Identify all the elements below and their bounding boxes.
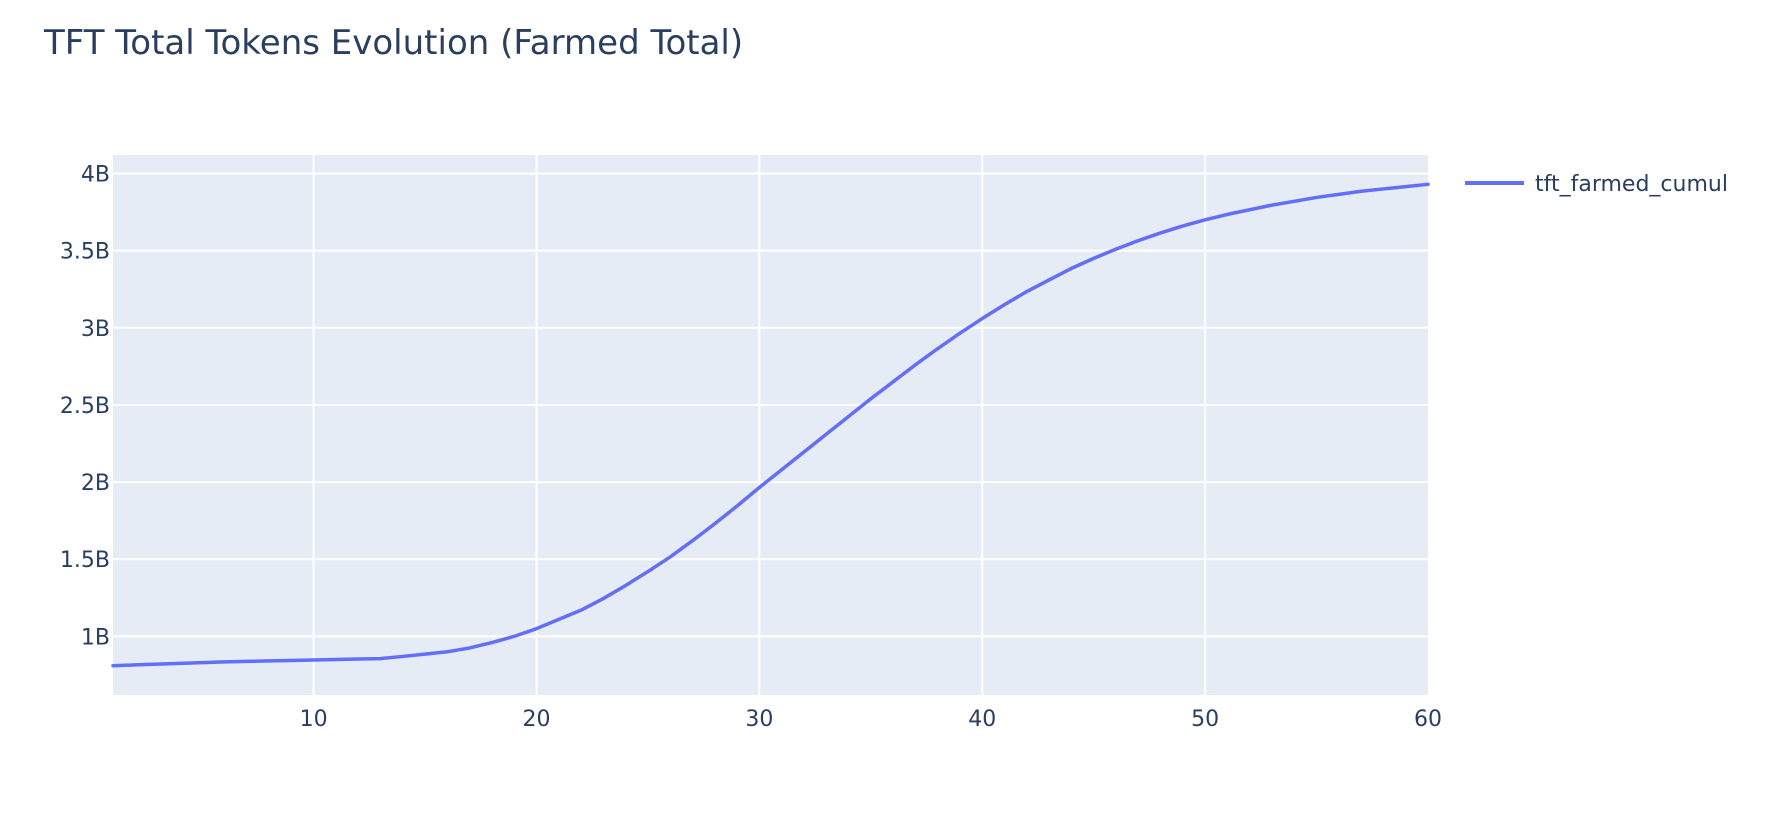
chart-title: TFT Total Tokens Evolution (Farmed Total…: [43, 23, 743, 63]
y-tick-label: 2.5B: [60, 394, 110, 419]
x-tick-label: 60: [1414, 707, 1442, 732]
legend-label-tft-farmed-cumul: tft_farmed_cumul: [1535, 172, 1728, 197]
series-layer: [111, 182, 1430, 668]
x-tick-label: 40: [968, 707, 996, 732]
plot-area: [113, 155, 1428, 695]
y-tick-label: 3.5B: [60, 240, 110, 265]
y-gridlines: [113, 172, 1428, 638]
y-tick-label: 1B: [81, 625, 110, 650]
y-tick-label: 1.5B: [60, 548, 110, 573]
x-tick-label: 20: [522, 707, 550, 732]
y-axis-tick-labels: 1B 1.5B 2B 2.5B 3B 3.5B 4B: [60, 163, 110, 651]
x-tick-label: 30: [745, 707, 773, 732]
x-tick-label: 50: [1191, 707, 1219, 732]
legend[interactable]: tft_farmed_cumul: [1465, 172, 1728, 197]
x-axis-tick-labels: 10 20 30 40 50 60: [300, 707, 1442, 732]
y-tick-label: 4B: [81, 163, 110, 188]
y-tick-label: 2B: [81, 471, 110, 496]
x-gridlines: [312, 155, 1207, 695]
x-tick-label: 10: [300, 707, 328, 732]
series-line-tft-farmed-cumul[interactable]: [111, 182, 1430, 668]
y-tick-label: 3B: [81, 317, 110, 342]
